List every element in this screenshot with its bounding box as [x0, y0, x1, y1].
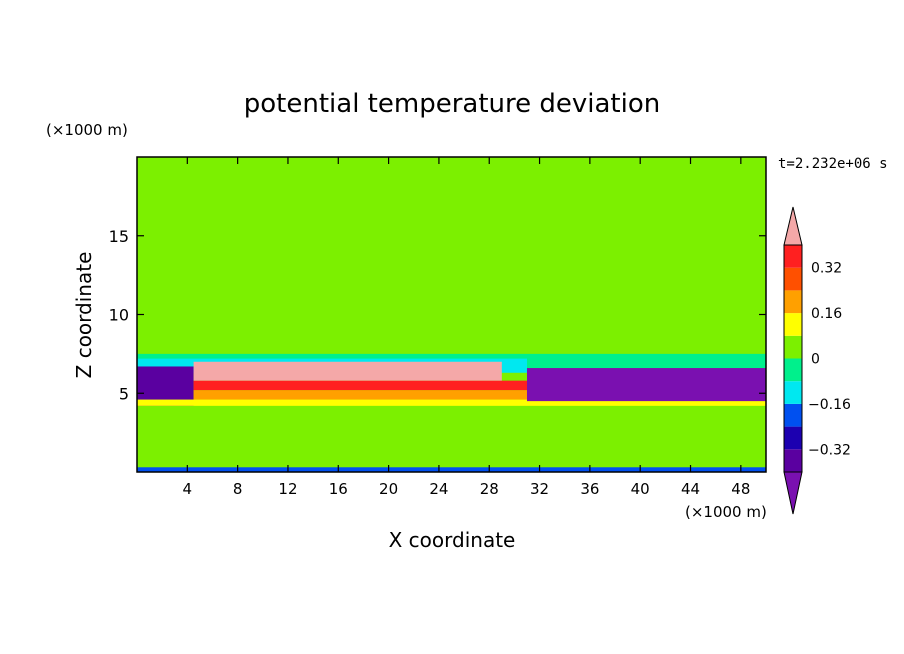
x-ticks: 4 8 12 16 20 24 28 32 36 40 44 48 — [183, 157, 750, 498]
x-unit-label: (×1000 m) — [685, 503, 767, 521]
colorbar-cell — [784, 426, 802, 450]
y-tick-label: 15 — [109, 227, 129, 246]
colorbar-cell — [784, 335, 802, 359]
colorbar: −0.32 −0.16 0 0.16 0.32 — [783, 206, 851, 515]
y-ticks: 5 10 15 — [109, 227, 766, 403]
x-tick-label: 16 — [329, 480, 348, 498]
colorbar-over-triangle — [783, 206, 803, 246]
x-tick-label: 36 — [580, 480, 599, 498]
field-region-7 — [137, 399, 766, 406]
field-region-2 — [137, 267, 766, 350]
field-region-3 — [137, 204, 766, 252]
colorbar-cell — [784, 267, 802, 291]
x-tick-label: 12 — [278, 480, 297, 498]
x-tick-label: 44 — [681, 480, 700, 498]
colorbar-cell — [784, 290, 802, 314]
colorbar-tick-label: 0.16 — [811, 306, 842, 322]
colorbar-cell — [784, 313, 802, 336]
colorbar-tick-label: 0.32 — [811, 261, 842, 277]
time-label: t=2.232e+06 s — [778, 156, 888, 172]
y-tick-label: 5 — [119, 384, 129, 403]
chart-title: potential temperature deviation — [244, 89, 660, 119]
colorbar-frame — [783, 244, 803, 473]
x-tick-label: 28 — [480, 480, 499, 498]
x-tick-label: 20 — [379, 480, 398, 498]
field-region-9 — [193, 380, 527, 391]
colorbar-tick-label: −0.32 — [808, 442, 851, 458]
field-region-8 — [193, 390, 527, 400]
colorbar-cell — [784, 358, 802, 382]
field-region-6 — [137, 366, 194, 406]
y-tick-label: 10 — [109, 306, 129, 325]
field-region-11 — [526, 368, 766, 402]
field-region-1 — [137, 405, 766, 468]
x-tick-label: 32 — [530, 480, 549, 498]
colorbar-cell — [784, 403, 802, 427]
colorbar-cell — [784, 245, 802, 268]
field-region-12 — [137, 467, 766, 472]
colorbar-under-triangle — [783, 471, 803, 515]
y-axis-label: Z coordinate — [72, 252, 96, 379]
colorbar-tick-label: −0.16 — [808, 397, 851, 413]
plot-field — [137, 157, 766, 472]
colorbar-cell — [784, 381, 802, 404]
x-tick-label: 8 — [233, 480, 243, 498]
y-unit-label: (×1000 m) — [46, 121, 128, 139]
x-axis-label: X coordinate — [389, 528, 516, 552]
colorbar-cell — [784, 449, 802, 472]
colorbar-tick-label: 0 — [811, 352, 820, 368]
x-tick-label: 48 — [731, 480, 750, 498]
x-tick-label: 40 — [631, 480, 650, 498]
field-region-10 — [193, 361, 502, 381]
x-tick-label: 4 — [183, 480, 193, 498]
x-tick-label: 24 — [429, 480, 448, 498]
